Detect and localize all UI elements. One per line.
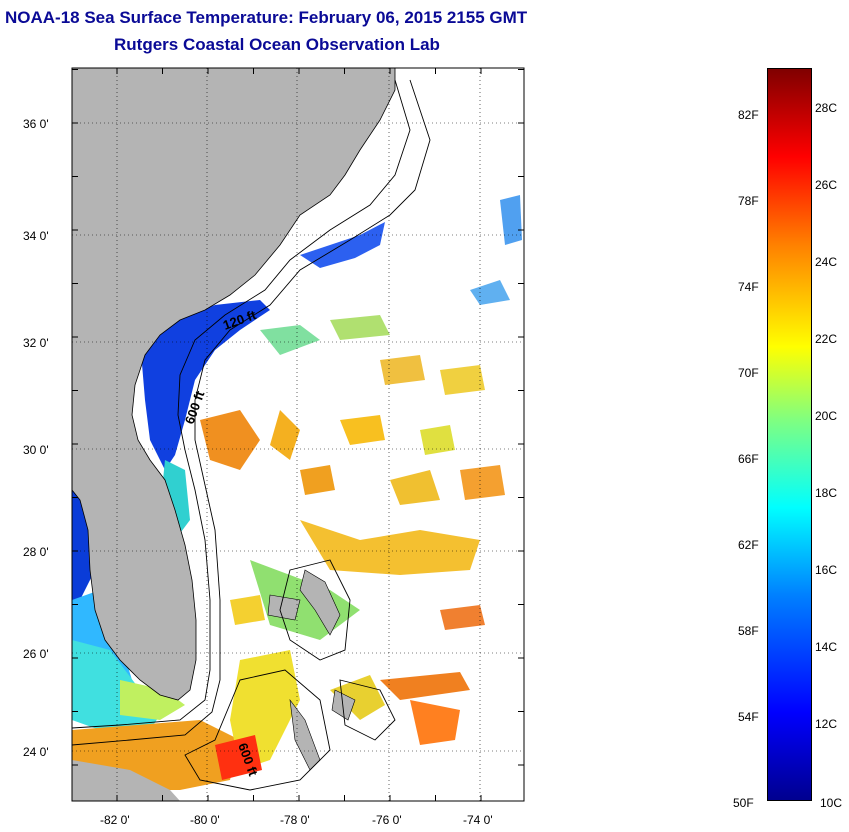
lon-tick-label: -78 0' (280, 813, 310, 827)
colorbar-f-label: 50F (733, 796, 754, 810)
map-grid (72, 68, 524, 801)
temperature-colorbar (767, 68, 812, 801)
bathymetry-contours (71, 79, 431, 791)
lon-tick-label: -80 0' (190, 813, 220, 827)
colorbar-f-label: 74F (738, 280, 759, 294)
colorbar-f-label: 66F (738, 452, 759, 466)
land-layer (71, 67, 396, 801)
lat-tick-label: 32 0' (23, 336, 49, 350)
colorbar-f-label: 58F (738, 624, 759, 638)
axis-ticks (72, 68, 524, 801)
colorbar-c-label: 26C (815, 178, 838, 192)
map-frame (71, 67, 525, 802)
lon-tick-label: -76 0' (372, 813, 402, 827)
lat-tick-label: 34 0' (23, 229, 49, 243)
colorbar-c-label: 10C (820, 796, 843, 810)
sst-data-layer (72, 195, 522, 790)
colorbar-f-label: 78F (738, 194, 759, 208)
colorbar-c-label: 22C (815, 332, 838, 346)
colorbar-c-label: 28C (815, 101, 838, 115)
colorbar-c-label: 16C (815, 563, 838, 577)
lat-tick-label: 26 0' (23, 647, 49, 661)
colorbar-f-label: 62F (738, 538, 759, 552)
colorbar-f-label: 70F (738, 366, 759, 380)
lat-tick-label: 24 0' (23, 745, 49, 759)
lon-tick-label: -74 0' (463, 813, 493, 827)
chart-title: NOAA-18 Sea Surface Temperature: Februar… (5, 8, 528, 27)
lat-tick-label: 28 0' (23, 545, 49, 559)
lat-tick-label: 30 0' (23, 443, 49, 457)
colorbar-c-label: 18C (815, 486, 838, 500)
colorbar-c-label: 12C (815, 717, 838, 731)
colorbar-f-label: 54F (738, 710, 759, 724)
colorbar-c-label: 20C (815, 409, 838, 423)
colorbar-f-label: 82F (738, 108, 759, 122)
colorbar-c-label: 14C (815, 640, 838, 654)
lat-tick-label: 36 0' (23, 117, 49, 131)
chart-subtitle: Rutgers Coastal Ocean Observation Lab (114, 35, 440, 54)
colorbar-c-label: 24C (815, 255, 838, 269)
lon-tick-label: -82 0' (100, 813, 130, 827)
